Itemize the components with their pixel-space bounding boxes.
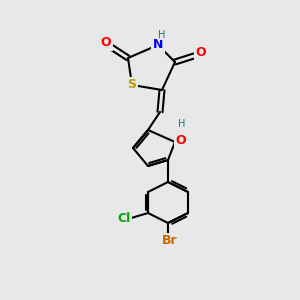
Text: Br: Br	[162, 235, 178, 248]
Text: Cl: Cl	[117, 212, 130, 226]
Text: O: O	[196, 46, 206, 59]
Text: N: N	[153, 38, 163, 52]
Text: O: O	[101, 37, 111, 50]
Text: S: S	[128, 79, 136, 92]
Text: H: H	[158, 30, 166, 40]
Text: O: O	[176, 134, 186, 146]
Text: H: H	[178, 119, 186, 129]
